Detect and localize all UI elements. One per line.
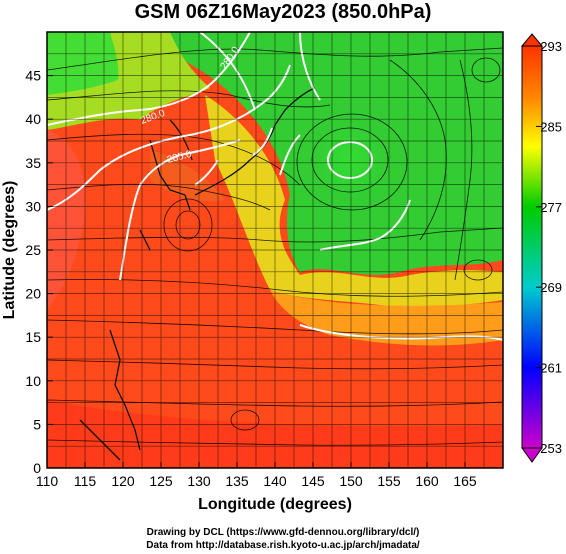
x-tick-label: 115 [74, 473, 97, 489]
y-tick-label: 45 [25, 68, 41, 84]
y-tick-label: 5 [33, 416, 41, 432]
colorbar-tick-label: 293 [540, 39, 562, 54]
x-tick-label: 125 [149, 473, 173, 489]
colorbar-tick-label: 285 [540, 119, 562, 134]
colorbar-ticks: 253 261 269 277 285 293 [536, 39, 562, 456]
x-axis-ticks: 110 115 120 125 130 135 140 145 150 155 160 165 [36, 462, 477, 489]
x-tick-label: 160 [415, 473, 439, 489]
x-tick-label: 150 [339, 473, 363, 489]
y-axis-ticks: 0 5 10 15 20 25 30 35 40 45 [25, 68, 53, 476]
x-tick-label: 135 [225, 473, 249, 489]
x-tick-label: 140 [263, 473, 287, 489]
colorbar-tick-label: 253 [540, 441, 562, 456]
credit-data: Data from http://database.rish.kyoto-u.a… [146, 540, 420, 551]
y-tick-label: 40 [25, 111, 41, 127]
y-tick-label: 20 [25, 286, 41, 302]
y-tick-label: 0 [33, 460, 41, 476]
y-tick-label: 30 [25, 198, 41, 214]
temperature-contours [47, 32, 503, 341]
chart-title: GSM 06Z16May2023 (850.0hPa) [134, 1, 432, 23]
y-tick-label: 10 [25, 373, 41, 389]
wind-streamlines [47, 47, 503, 446]
x-tick-label: 130 [187, 473, 211, 489]
x-tick-label: 155 [377, 473, 401, 489]
y-tick-label: 35 [25, 155, 41, 171]
colorbar-bottom-arrow [521, 447, 543, 463]
credit-drawing: Drawing by DCL (https://www.gfd-dennou.o… [146, 527, 420, 538]
grid-lines [47, 32, 503, 468]
colorbar-tick-label: 269 [540, 280, 562, 295]
x-axis-label: Longitude (degrees) [198, 496, 352, 513]
y-tick-label: 15 [25, 329, 41, 345]
colorbar-tick-label: 277 [540, 200, 562, 215]
x-tick-label: 165 [453, 473, 477, 489]
colorbar-tick-label: 261 [540, 361, 562, 376]
y-tick-label: 25 [25, 242, 41, 258]
x-tick-label: 110 [36, 473, 59, 489]
x-tick-label: 120 [111, 473, 135, 489]
colorbar-bar [521, 45, 543, 449]
colorbar-top-arrow [520, 33, 544, 47]
x-tick-label: 145 [301, 473, 325, 489]
colorbar: 253 261 269 277 285 293 [520, 33, 562, 463]
y-axis-label: Latitude (degrees) [1, 181, 18, 320]
